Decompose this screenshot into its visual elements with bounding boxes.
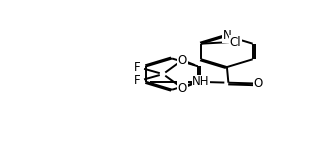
Text: NH: NH [192,75,210,88]
Text: F: F [134,74,141,87]
Text: N: N [222,29,231,42]
Text: O: O [254,77,263,90]
Text: F: F [134,61,141,74]
Text: Cl: Cl [229,36,241,49]
Text: O: O [178,82,187,95]
Text: O: O [178,54,187,67]
